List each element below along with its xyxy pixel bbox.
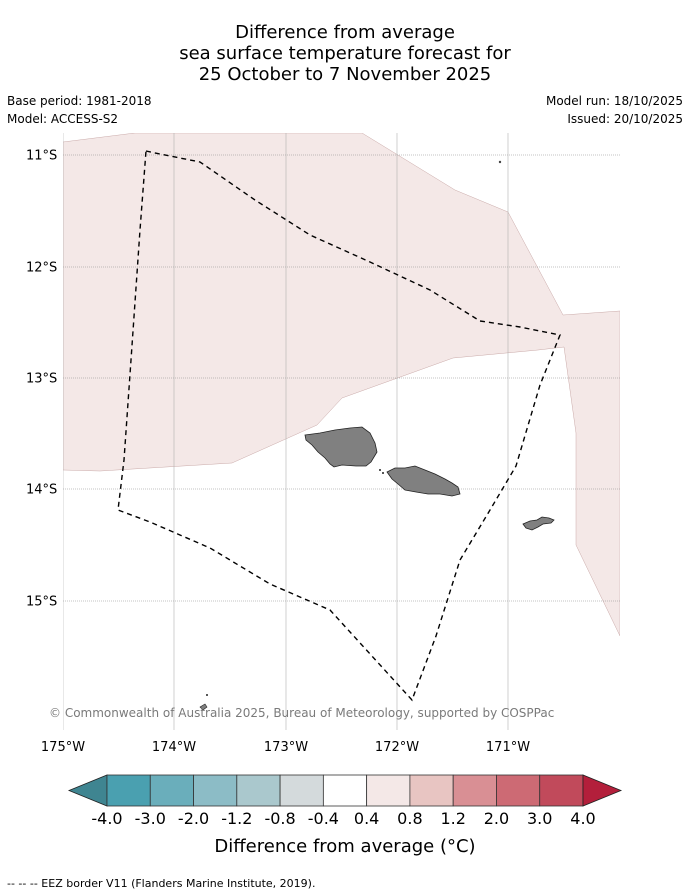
tutuila-island: [522, 516, 555, 531]
colorbar-segment: [539, 774, 584, 807]
colorbar-segment: [106, 774, 151, 807]
small-islet: [379, 469, 381, 471]
colorbar-segment: [279, 774, 324, 807]
colorbar-segment: [322, 774, 368, 807]
model-run: Model run: 18/10/2025: [545, 94, 683, 108]
colorbar-tick-label: 3.0: [526, 809, 553, 828]
colorbar-tick-label: -0.8: [264, 809, 296, 828]
lat-label: 15°S: [26, 594, 58, 610]
lat-label: 11°S: [26, 148, 58, 164]
colorbar-segment: [409, 774, 454, 807]
colorbar-tick-label: -1.2: [221, 809, 253, 828]
base-period: Base period: 1981-2018: [7, 94, 152, 108]
colorbar-segment: [496, 774, 541, 807]
colorbar-tick-label: -2.0: [177, 809, 210, 828]
eez-legend: -- -- -- EEZ border V11 (Flanders Marine…: [7, 877, 316, 890]
colorbar-segment: [149, 774, 194, 807]
eez-border: [117, 150, 561, 702]
copyright-notice: © Commonwealth of Australia 2025, Bureau…: [49, 706, 555, 720]
map-panel: [63, 133, 620, 730]
colorbar-tick-label: 2.0: [483, 809, 510, 828]
title-line-1: Difference from average: [235, 22, 455, 43]
small-islet: [206, 694, 208, 696]
colorbar-tick-label: 4.0: [570, 809, 596, 828]
lon-label: 175°W: [40, 740, 86, 755]
lat-label: 14°S: [26, 482, 58, 498]
lon-label: 172°W: [374, 740, 420, 755]
warm-anomaly-region: [63, 133, 620, 637]
colorbar-tick-label: -0.4: [307, 809, 339, 828]
colorbar-tick-label: -3.0: [134, 809, 166, 828]
colorbar-segment: [366, 774, 411, 807]
colorbar-segment: [236, 774, 281, 807]
small-islet: [199, 703, 208, 711]
colorbar-title: Difference from average (°C): [214, 836, 476, 857]
colorbar-tick-label: 1.2: [440, 809, 466, 828]
title-line-2: sea surface temperature forecast for: [179, 43, 511, 64]
colorbar-segment: [452, 774, 497, 807]
issued-date: Issued: 20/10/2025: [567, 112, 683, 126]
upolu-island: [386, 465, 461, 497]
lat-label: 12°S: [26, 260, 58, 276]
colorbar-tick-label: 0.8: [397, 809, 423, 828]
colorbar-segment: [193, 774, 238, 807]
lon-label: 171°W: [485, 740, 531, 755]
savaii-island: [304, 426, 378, 468]
lon-label: 173°W: [263, 740, 309, 755]
small-islet: [498, 160, 502, 164]
lat-label: 13°S: [26, 371, 58, 387]
colorbar-tick-label: 0.4: [353, 809, 380, 828]
title-line-3: 25 October to 7 November 2025: [198, 64, 492, 85]
model-name: Model: ACCESS-S2: [7, 112, 119, 126]
colorbar: [67, 774, 623, 807]
colorbar-low-arrow: [67, 774, 108, 807]
gridlines: [63, 133, 620, 730]
colorbar-tick-label: -4.0: [91, 809, 123, 828]
small-islet: [382, 472, 384, 474]
colorbar-high-arrow: [582, 774, 623, 807]
lon-label: 174°W: [151, 740, 197, 755]
